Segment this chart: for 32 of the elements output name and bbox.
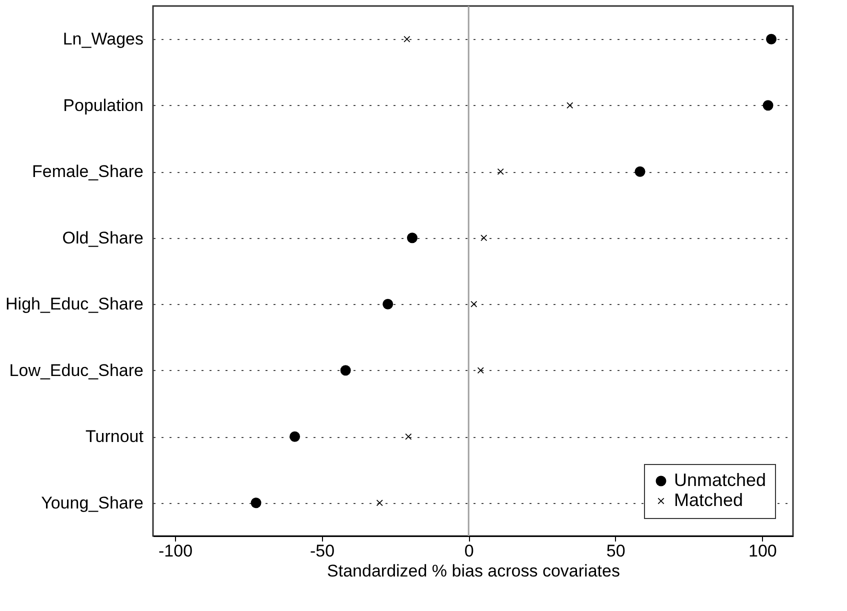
point	[250, 498, 262, 508]
x-axis-title: Standardized % bias across covariates	[327, 562, 620, 580]
x-tick-label: 50	[606, 542, 626, 560]
y-tick-label: Female_Share	[32, 162, 144, 182]
y-tick-label: Young_Share	[41, 493, 144, 512]
point	[382, 298, 394, 310]
y-tick-label: Ln_Wages	[62, 30, 144, 49]
x-tick-label: 100	[748, 542, 777, 560]
point	[497, 168, 504, 175]
point	[470, 300, 478, 308]
point	[405, 433, 412, 440]
legend-label: Unmatched	[674, 470, 766, 490]
point	[290, 431, 300, 442]
y-tick-label: Turnout	[86, 427, 144, 446]
point	[404, 36, 410, 42]
x-tick-label: -50	[310, 542, 335, 560]
legend-label: Matched	[674, 490, 744, 510]
point	[477, 367, 484, 374]
x-tick-label: -100	[158, 542, 193, 560]
point	[634, 166, 646, 177]
point	[566, 102, 574, 109]
x-tick-label: 0	[464, 542, 474, 560]
y-tick-label: Population	[63, 96, 144, 115]
point	[406, 232, 418, 244]
point	[376, 500, 383, 506]
y-tick-label: Low_Educ_Share	[9, 360, 144, 380]
point	[762, 100, 774, 111]
y-tick-label: High_Educ_Share	[6, 294, 144, 314]
point	[766, 34, 777, 44]
point	[480, 234, 488, 242]
point	[340, 365, 351, 376]
y-tick-label: Old_Share	[62, 228, 144, 248]
